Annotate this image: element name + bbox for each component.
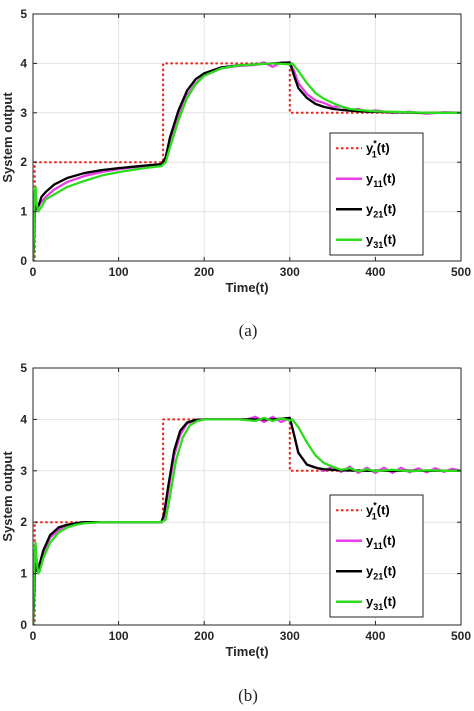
x-tick-label: 0 [30,265,37,279]
y-tick-label: 3 [20,464,27,478]
chart-panel-b: 0 100 200 300 400 500 0 1 2 3 4 5 Time(t) System outp… [0,361,471,705]
panel-caption: (b) [238,686,258,705]
y-tick-label: 1 [20,567,27,581]
y-tick-label: 2 [20,155,27,169]
legend-box [329,494,424,618]
panel-caption: (a) [239,321,258,340]
y-tick-label: 0 [20,618,27,632]
y-tick-label: 3 [20,106,27,120]
series-line-y21 [33,61,461,261]
x-axis-label: Time(t) [225,644,268,659]
legend-suffix: (t) [377,502,390,517]
y-tick-label: 2 [20,515,27,529]
legend: y* 1(t)y11(t)y21(t)y31(t) [329,132,424,256]
x-tick-label: 400 [365,265,385,279]
series-line-ref [33,418,461,625]
legend-sub: 1 [372,149,377,159]
legend-label-y11: y11(t) [366,171,396,189]
y-tick-label: 5 [20,361,27,375]
legend-sup: * [373,500,377,510]
series-line-y31 [33,62,461,261]
x-tick-label: 500 [451,265,471,279]
legend-label-y31: y31(t) [366,232,396,250]
series-group [33,61,461,261]
legend-base: y [366,533,374,548]
x-tick-label: 100 [109,629,129,643]
legend-suffix: (t) [383,533,396,548]
legend-base: y [366,502,374,517]
legend-base: y [366,140,374,155]
legend-label-ref: y* 1(t) [366,138,390,159]
legend-label-ref: y* 1(t) [366,500,390,521]
legend-label-y11: y11(t) [366,533,396,551]
legend-suffix: (t) [383,563,396,578]
y-axis-label: System output [0,451,15,542]
legend-label-y31: y31(t) [366,594,396,612]
axes-box [32,13,462,262]
y-tick-label: 0 [20,254,27,268]
legend-sub: 11 [373,541,383,551]
legend-label-y21: y21(t) [366,201,396,219]
x-tick-label: 300 [280,265,300,279]
legend-base: y [366,232,374,247]
x-tick-label: 0 [30,629,37,643]
legend-base: y [366,594,374,609]
legend-box [329,132,424,256]
legend-base: y [366,201,374,216]
y-tick-label: 5 [20,7,27,21]
chart-panel-a: 0 100 200 300 400 500 0 1 2 3 4 5 Time(t) System outp… [0,7,471,340]
axes-box [32,367,462,626]
legend-sub: 21 [373,209,383,219]
legend-suffix: (t) [383,594,396,609]
x-tick-label: 500 [451,629,471,643]
series-group [33,415,461,625]
series-line-ref [33,62,461,261]
legend: y* 1(t)y11(t)y21(t)y31(t) [329,494,424,618]
legend-base: y [366,171,374,186]
x-axis-label: Time(t) [225,280,268,295]
legend-sub: 31 [373,240,383,250]
legend-suffix: (t) [377,140,390,155]
series-line-y31 [33,416,461,625]
legend-suffix: (t) [383,201,396,216]
legend-base: y [366,563,374,578]
legend-sub: 21 [373,571,383,581]
x-tick-label: 300 [280,629,300,643]
legend-suffix: (t) [383,171,396,186]
series-line-y21 [33,416,461,625]
legend-sup: * [373,138,377,148]
x-tick-label: 400 [365,629,385,643]
y-tick-label: 4 [20,56,27,70]
y-tick-label: 1 [20,205,27,219]
legend-sub: 31 [373,602,383,612]
x-tick-label: 100 [109,265,129,279]
legend-sub: 1 [372,511,377,521]
x-tick-label: 200 [194,265,214,279]
y-tick-label: 4 [20,412,27,426]
legend-sub: 11 [373,179,383,189]
legend-suffix: (t) [383,232,396,247]
x-tick-label: 200 [194,629,214,643]
legend-label-y21: y21(t) [366,563,396,581]
y-axis-label: System output [0,92,15,183]
